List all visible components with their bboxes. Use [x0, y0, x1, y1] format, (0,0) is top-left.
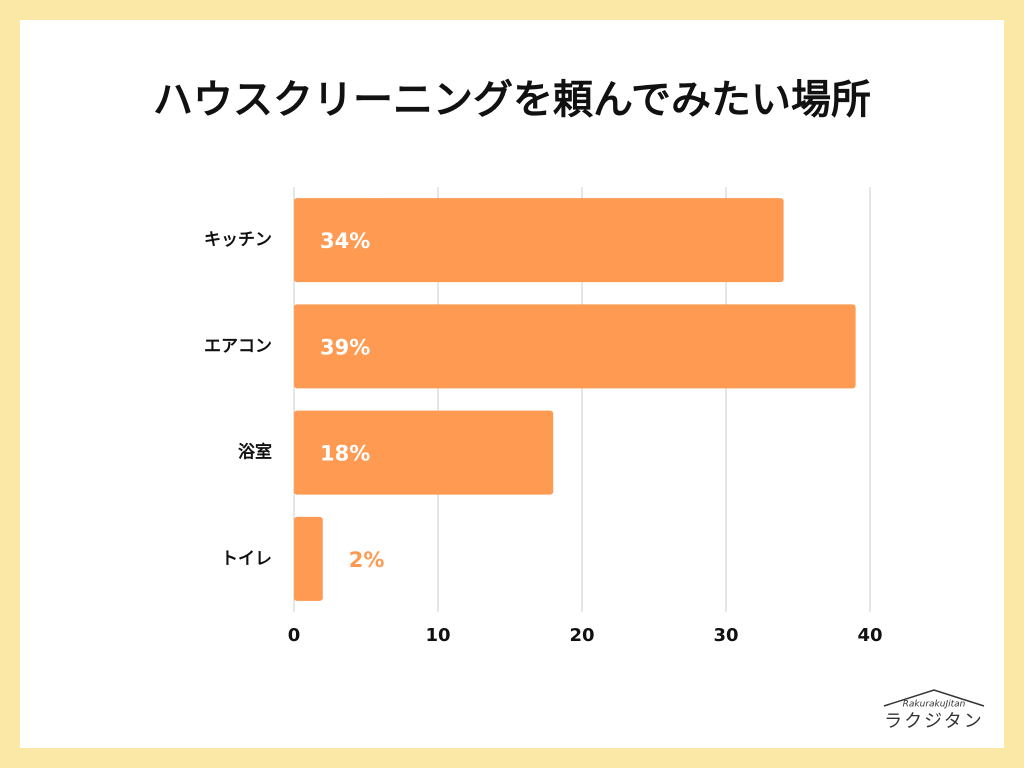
logo-name: ラクジタン [884, 711, 984, 732]
x-tick-label: 40 [857, 625, 882, 646]
bar [294, 198, 784, 283]
value-label: 18% [320, 442, 370, 466]
x-tick-label: 30 [713, 625, 738, 646]
logo-roof [883, 689, 985, 707]
x-tick-label: 20 [569, 625, 594, 646]
logo-script: RakurakuJitan [903, 700, 966, 710]
value-label: 2% [349, 548, 385, 572]
logo: RakurakuJitan ラクジタン [883, 689, 985, 732]
value-label: 34% [320, 229, 370, 253]
x-tick-label: 10 [425, 625, 450, 646]
x-tick-label: 0 [288, 625, 301, 646]
bar [294, 410, 554, 495]
bar [294, 304, 856, 389]
y-tick-label: キッチン [204, 230, 272, 250]
y-tick-label: 浴室 [238, 442, 272, 463]
y-tick-label: トイレ [221, 549, 272, 569]
chart-title: ハウスクリーニングを頼んでみたい場所 [153, 77, 871, 123]
bar [294, 516, 323, 601]
value-label: 39% [320, 335, 370, 359]
y-tick-label: エアコン [204, 336, 272, 356]
